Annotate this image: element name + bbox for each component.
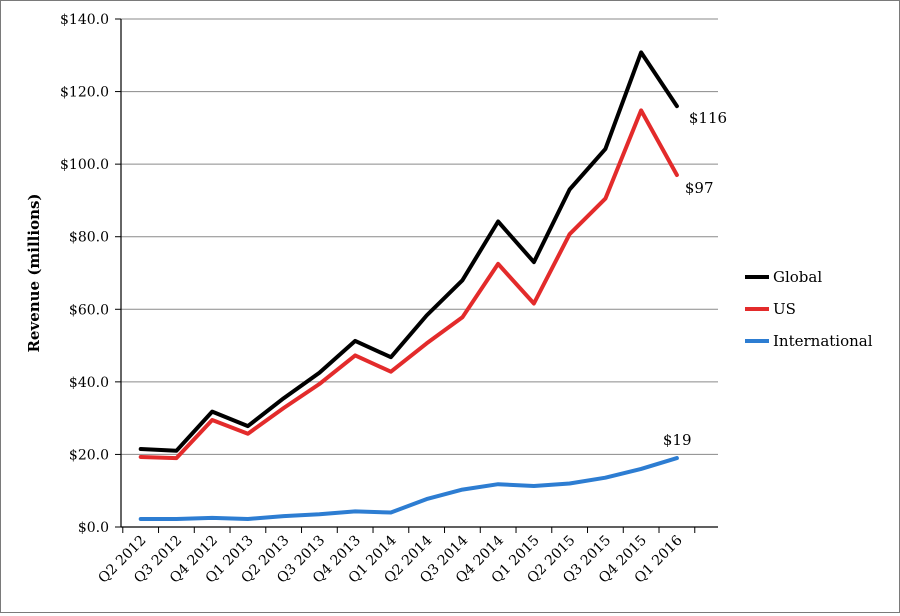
end-label-international: $19	[663, 431, 692, 449]
end-label-global: $116	[689, 109, 727, 127]
end-label-us: $97	[685, 179, 714, 197]
series-line-us	[141, 110, 677, 458]
y-tick-label: $20.0	[69, 447, 109, 463]
legend: Global US International	[745, 268, 873, 350]
series-layer	[141, 52, 677, 519]
y-tick-label: $140.0	[60, 12, 109, 28]
y-tick-label: $120.0	[60, 85, 109, 101]
y-tick-label: $80.0	[69, 230, 109, 246]
y-axis-label: Revenue (millions)	[25, 193, 43, 352]
legend-label-international: International	[773, 332, 873, 350]
legend-label-global: Global	[773, 268, 822, 286]
label-layer: $116 $97 $19	[663, 109, 727, 449]
series-line-global	[141, 52, 677, 450]
y-tick-label: $40.0	[69, 375, 109, 391]
series-line-international	[141, 458, 677, 519]
legend-label-us: US	[773, 300, 796, 318]
y-tick-label: $60.0	[69, 302, 109, 318]
axis-layer: $0.0 $20.0 $40.0 $60.0 $80.0 $100.0 $120.0 $140…	[60, 12, 718, 587]
y-tick-label: $100.0	[60, 157, 109, 173]
y-tick-label: $0.0	[78, 520, 109, 536]
